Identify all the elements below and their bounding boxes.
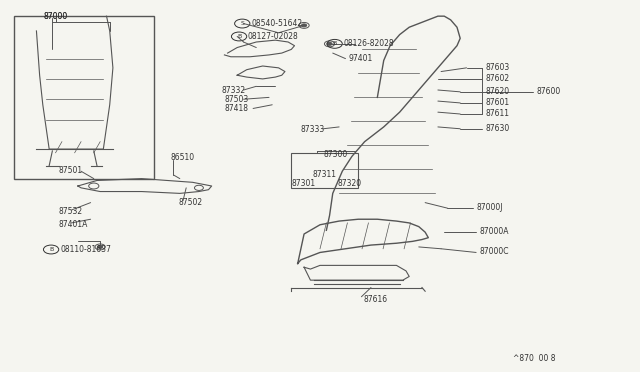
Text: 87311: 87311 [312,170,337,179]
Text: 87000C: 87000C [479,247,509,256]
Text: 08127-02028: 08127-02028 [248,32,299,41]
Bar [291,153,358,188]
Text: 87000: 87000 [44,12,68,21]
Circle shape [301,24,307,27]
Text: 87320: 87320 [338,179,362,187]
Text: 87620: 87620 [486,87,510,96]
Text: 87503: 87503 [225,95,249,104]
Circle shape [327,42,332,45]
Text: 87333: 87333 [301,125,325,134]
Text: B: B [333,41,337,46]
Text: 87603: 87603 [486,62,510,72]
Text: 08540-51642: 08540-51642 [251,19,302,28]
Text: 87616: 87616 [364,295,387,304]
Text: 86510: 86510 [170,153,195,162]
Text: S: S [241,21,244,26]
Text: 87600: 87600 [537,87,561,96]
Text: 08126-82028: 08126-82028 [344,39,394,48]
Text: 87630: 87630 [486,124,510,132]
Text: 87418: 87418 [225,104,248,113]
Text: ^870  00 8: ^870 00 8 [513,354,556,363]
Text: 87332: 87332 [221,86,245,94]
Text: 87401A: 87401A [59,219,88,228]
Text: 97401: 97401 [349,54,373,63]
Text: 87611: 87611 [486,109,509,118]
Text: 87532: 87532 [59,206,83,216]
Text: 87000A: 87000A [479,227,509,235]
Text: 87301: 87301 [291,179,316,187]
Bar [14,16,154,179]
Text: B: B [49,247,53,252]
Text: 08110-81637: 08110-81637 [60,245,111,254]
Text: 87601: 87601 [486,98,510,107]
Text: B: B [237,34,241,39]
Text: 87501: 87501 [59,166,83,175]
Text: 87300: 87300 [323,150,348,159]
Circle shape [98,246,102,248]
Text: 87502: 87502 [179,198,203,207]
Text: 87602: 87602 [486,74,510,83]
Text: 87000J: 87000J [476,203,502,212]
Text: 87000: 87000 [44,12,68,22]
